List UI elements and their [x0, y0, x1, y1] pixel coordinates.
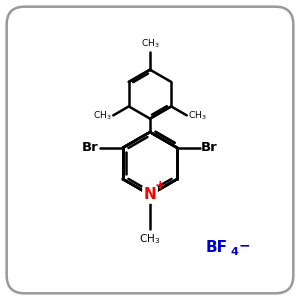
Text: BF: BF — [205, 239, 227, 254]
Text: CH$_3$: CH$_3$ — [141, 38, 159, 50]
Text: CH$_3$: CH$_3$ — [93, 109, 112, 122]
Text: +: + — [154, 179, 165, 192]
Text: 4: 4 — [231, 247, 239, 257]
Text: −: − — [238, 238, 250, 253]
Text: N: N — [144, 187, 156, 202]
Text: Br: Br — [82, 141, 99, 154]
FancyBboxPatch shape — [7, 7, 293, 293]
Text: CH$_3$: CH$_3$ — [188, 109, 207, 122]
Text: CH$_3$: CH$_3$ — [140, 232, 160, 246]
Text: Br: Br — [201, 141, 218, 154]
